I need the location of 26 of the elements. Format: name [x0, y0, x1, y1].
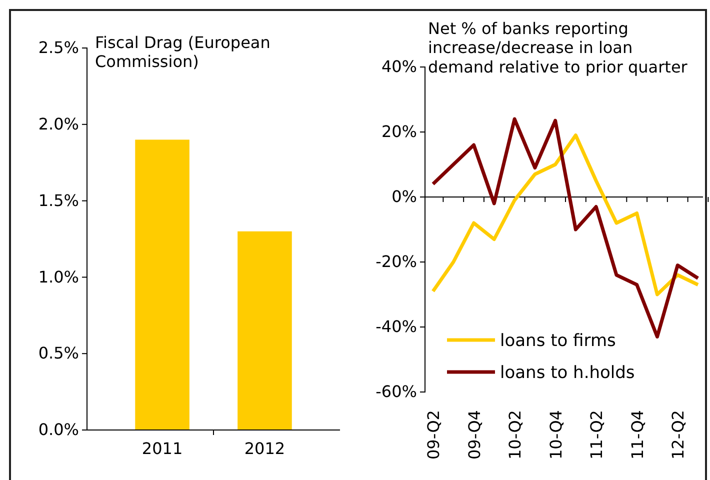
x-tick-label: 11-Q2 — [587, 410, 606, 460]
x-tick-label: 11-Q4 — [628, 410, 647, 460]
x-tick-label: 09-Q2 — [424, 410, 443, 460]
y-tick-label: 1.5% — [38, 190, 79, 210]
x-tick-label: 2012 — [244, 438, 286, 458]
y-tick-label: -20% — [376, 252, 417, 272]
x-tick-label: 12-Q2 — [668, 410, 688, 460]
x-tick-label: 2011 — [142, 438, 183, 458]
legend-label: loans to h.holds — [500, 363, 635, 383]
y-tick-label: -40% — [376, 317, 417, 336]
x-tick-label: 10-Q2 — [506, 410, 525, 460]
y-tick-label: 0.5% — [38, 344, 79, 363]
y-tick-label: -60% — [376, 382, 417, 402]
x-tick-label: 09-Q4 — [464, 410, 484, 460]
y-tick-label: 1.0% — [38, 267, 79, 286]
line-series — [431, 134, 700, 296]
y-tick-label: 2.0% — [38, 114, 79, 134]
y-tick-label: 40% — [381, 57, 417, 76]
y-tick-label: 20% — [381, 122, 417, 142]
y-tick-label: 0% — [392, 187, 417, 206]
y-tick-label: 2.5% — [38, 38, 79, 58]
legend-label: loans to firms — [500, 331, 616, 351]
chart-title: Fiscal Drag (European Commission) — [95, 33, 270, 72]
chart-title: Net % of banks reporting increase/decrease in loan demand relative to prior quarter — [428, 19, 688, 76]
y-tick-label: 0.0% — [38, 420, 79, 440]
x-tick-label: 10-Q4 — [546, 410, 566, 460]
